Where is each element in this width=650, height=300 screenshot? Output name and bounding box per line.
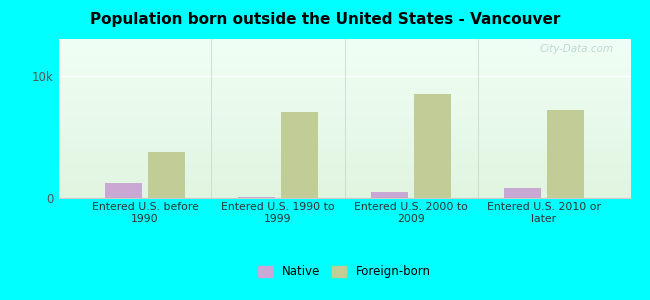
- Legend: Native, Foreign-born: Native, Foreign-born: [252, 260, 437, 284]
- Bar: [413, 94, 451, 198]
- Bar: [371, 192, 408, 198]
- Bar: [281, 112, 318, 198]
- Bar: [238, 197, 276, 198]
- Bar: [504, 188, 541, 198]
- Bar: [105, 183, 142, 198]
- Text: Population born outside the United States - Vancouver: Population born outside the United State…: [90, 12, 560, 27]
- Bar: [148, 152, 185, 198]
- Text: City-Data.com: City-Data.com: [540, 44, 614, 54]
- Bar: [547, 110, 584, 198]
